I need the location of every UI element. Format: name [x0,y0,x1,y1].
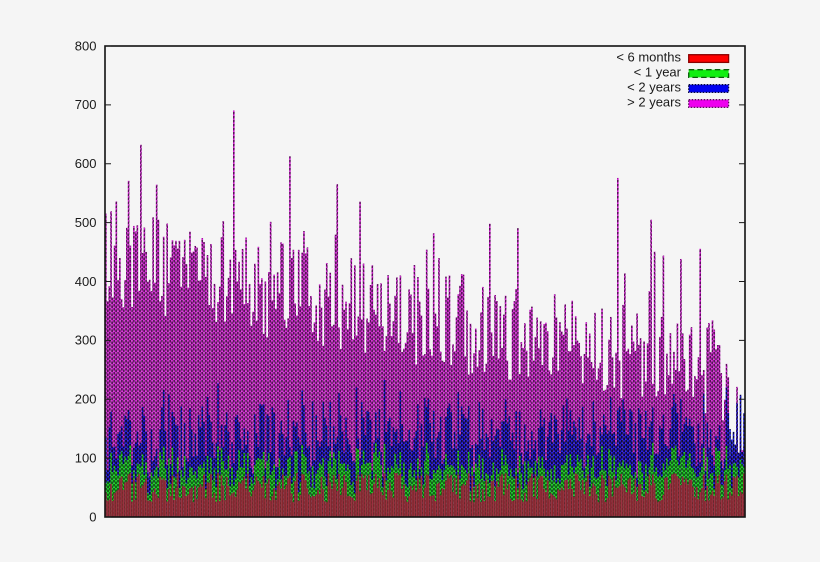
svg-text:200: 200 [75,392,97,407]
svg-text:500: 500 [75,215,97,230]
svg-text:600: 600 [75,156,97,171]
svg-text:300: 300 [75,333,97,348]
svg-text:0: 0 [89,509,96,524]
svg-text:800: 800 [75,38,97,53]
svg-text:400: 400 [75,274,97,289]
svg-text:> 2 years: > 2 years [627,94,681,109]
svg-text:< 6 months: < 6 months [616,49,681,64]
svg-text:100: 100 [75,450,97,465]
svg-text:< 2 years: < 2 years [627,79,681,94]
svg-text:700: 700 [75,97,97,112]
svg-text:< 1 year: < 1 year [634,64,682,79]
